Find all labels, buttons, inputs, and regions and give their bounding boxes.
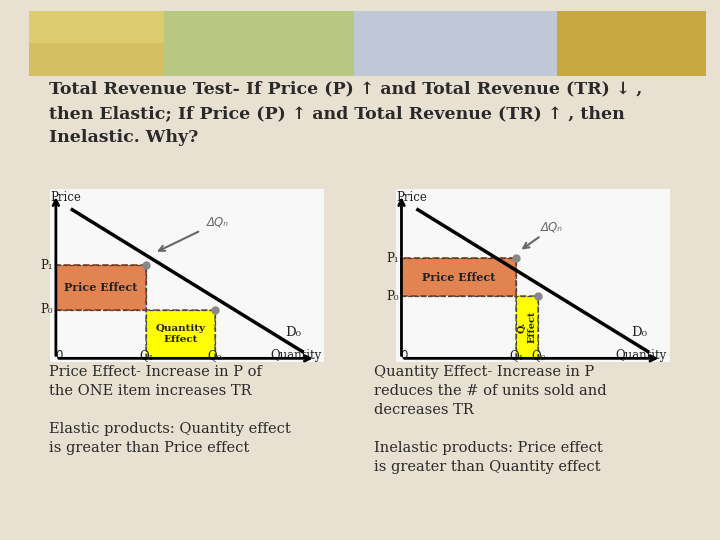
- Text: Quantity: Quantity: [616, 349, 667, 362]
- Bar: [56, 265, 146, 310]
- Text: Q.
Effect: Q. Effect: [518, 311, 537, 343]
- Text: Q₁: Q₁: [509, 349, 523, 362]
- Bar: [516, 296, 539, 359]
- Text: D₀: D₀: [285, 326, 302, 339]
- Text: P₁: P₁: [386, 252, 399, 265]
- Text: ΔQₙ: ΔQₙ: [541, 220, 563, 233]
- Bar: [146, 310, 215, 359]
- Text: 0: 0: [55, 349, 63, 362]
- Text: Price Effect: Price Effect: [64, 282, 138, 293]
- Text: Price Effect: Price Effect: [422, 272, 495, 282]
- Text: Q₁: Q₁: [139, 349, 153, 362]
- Text: Price Effect- Increase in P of
the ONE item increases TR

Elastic products: Quan: Price Effect- Increase in P of the ONE i…: [49, 365, 291, 455]
- Bar: [354, 11, 557, 76]
- Text: P₁: P₁: [40, 259, 53, 272]
- Bar: [557, 11, 706, 76]
- Bar: [29, 11, 164, 76]
- Text: Total Revenue Test- If Price (P) ↑ and Total Revenue (TR) ↓ ,
then Elastic; If P: Total Revenue Test- If Price (P) ↑ and T…: [49, 80, 642, 146]
- Text: Q₀: Q₀: [531, 349, 545, 362]
- Text: Price: Price: [50, 191, 81, 204]
- Text: Q₀: Q₀: [207, 349, 222, 362]
- Text: 0: 0: [400, 349, 408, 362]
- Text: P₀: P₀: [386, 289, 399, 302]
- Text: ΔQₙ: ΔQₙ: [207, 215, 228, 228]
- Text: D₀: D₀: [631, 326, 647, 339]
- Text: Quantity: Quantity: [270, 349, 321, 362]
- Text: Quantity
Effect: Quantity Effect: [156, 325, 205, 344]
- Bar: [164, 11, 354, 76]
- Text: Quantity Effect- Increase in P
reduces the # of units sold and
decreases TR

Ine: Quantity Effect- Increase in P reduces t…: [374, 365, 606, 474]
- Bar: [29, 11, 164, 43]
- Bar: [402, 258, 516, 296]
- Text: Price: Price: [396, 191, 427, 204]
- Text: P₀: P₀: [40, 303, 53, 316]
